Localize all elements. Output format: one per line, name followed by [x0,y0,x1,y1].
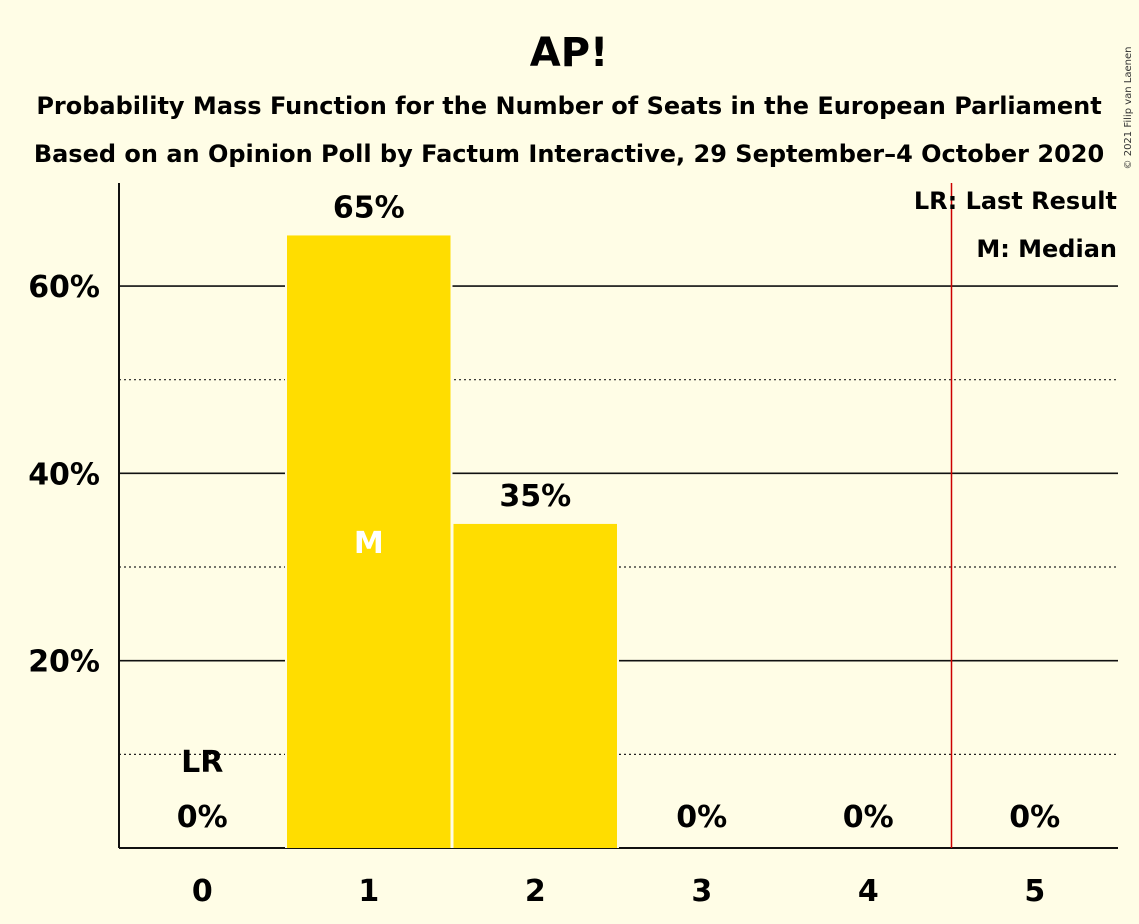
y-tick-label: 20% [28,645,100,680]
x-tick-label: 5 [1024,874,1045,909]
legend-last-result: LR: Last Result [914,187,1117,215]
bar-value-label: 0% [177,800,228,835]
bar-value-label: 0% [843,800,894,835]
bar-seats-2 [453,523,617,848]
median-marker: M [354,526,384,561]
bar-value-label: 0% [676,800,727,835]
x-tick-label: 1 [358,874,379,909]
copyright-note: © 2021 Filip van Laenen [1123,47,1134,170]
y-tick-label: 60% [28,270,100,305]
chart-subtitle-2: Based on an Opinion Poll by Factum Inter… [34,140,1104,168]
y-tick-label: 40% [28,457,100,492]
label-layer: 0 1 2 3 4 5 0% 65% 35% 0% 0% 0% LR M [177,190,1060,909]
bar-value-label: 65% [333,190,405,225]
bar-value-label: 35% [499,479,571,514]
x-tick-label: 3 [691,874,712,909]
x-tick-label: 2 [525,874,546,909]
chart-title: AP! [530,30,609,76]
bar-value-label: 0% [1009,800,1060,835]
bar-seats-1 [287,235,451,849]
bar-layer [285,183,953,849]
chart-subtitle-1: Probability Mass Function for the Number… [36,92,1101,120]
x-tick-label: 4 [858,874,879,909]
legend-median: M: Median [976,235,1117,263]
x-tick-label: 0 [192,874,213,909]
last-result-marker: LR [181,745,223,780]
